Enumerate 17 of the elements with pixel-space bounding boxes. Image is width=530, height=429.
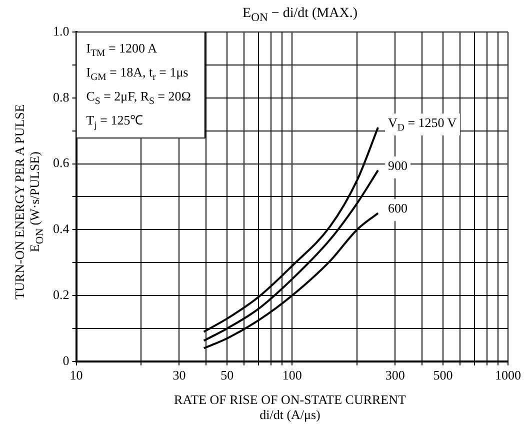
x-tick-label: 100 [282,368,302,383]
x-tick-label: 500 [433,368,453,383]
y-tick-label: 1.0 [53,23,70,38]
series-label: 600 [388,200,408,216]
y-tick-label: 0 [62,352,70,368]
y-tick-label: 0.6 [53,155,70,170]
x-tick-label: 30 [172,368,186,383]
x-tick-label: 10 [70,368,83,383]
chart-title: E$_{ON}$ − di/dt (MAX.) [242,6,358,25]
x-axis-title: RATE OF RISE OF ON-STATE CURRENT di/dt (A/μs) [173,392,407,422]
y-tick-label: 0.2 [53,286,70,302]
y-tick-label: 0.4 [53,221,70,236]
y-tick-label: 0.8 [53,89,70,104]
x-tick-label: 300 [385,368,405,383]
series-label: 900 [388,158,408,173]
x-tick-label: 1000 [495,368,521,383]
x-tick-label: 50 [220,368,234,383]
